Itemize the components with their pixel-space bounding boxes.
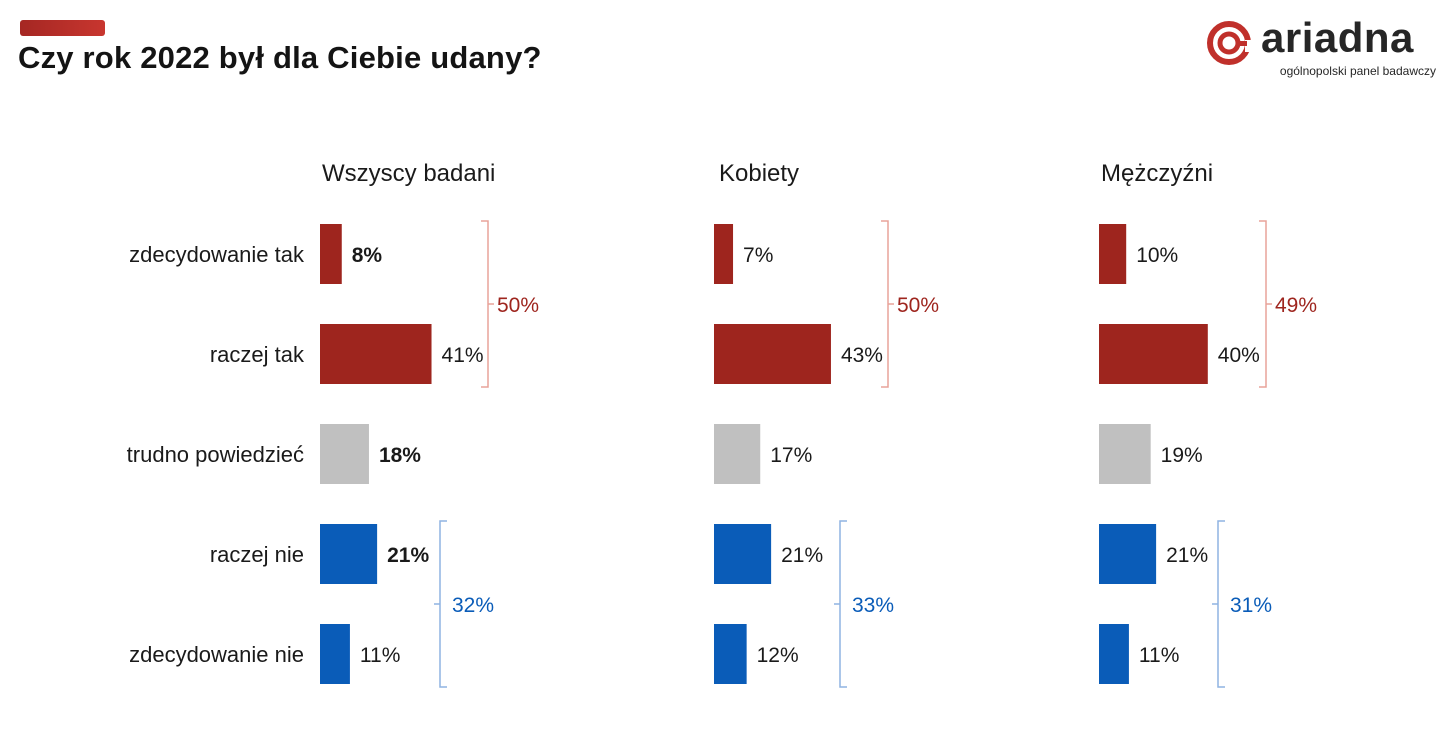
value-label-2-2: 19% (1161, 444, 1203, 467)
category-label-0: zdecydowanie tak (129, 242, 305, 267)
group-bracket-0-1 (434, 520, 447, 688)
group-label-1-1: 33% (852, 594, 894, 617)
panel-title-1: Kobiety (719, 160, 799, 187)
group-label-1-0: 50% (897, 294, 939, 317)
value-label-2-3: 21% (1166, 544, 1208, 567)
group-bracket-2-1 (1212, 520, 1225, 688)
category-label-3: raczej nie (210, 542, 304, 567)
value-label-2-4: 11% (1139, 644, 1179, 667)
bar-1-1 (714, 324, 831, 384)
bar-0-3 (320, 524, 378, 584)
bar-0-0 (320, 224, 342, 284)
bar-1-2 (714, 424, 761, 484)
bar-1-4 (714, 624, 747, 684)
ariadna-logo: ariadna ogólnopolski panel badawczy (1205, 14, 1440, 84)
bar-0-2 (320, 424, 369, 484)
bar-2-3 (1099, 524, 1157, 584)
bar-2-4 (1099, 624, 1129, 684)
bar-0-4 (320, 624, 350, 684)
bar-1-0 (714, 224, 734, 284)
group-label-0-0: 50% (497, 294, 539, 317)
value-label-0-1: 41% (442, 344, 484, 367)
group-bracket-2-0 (1259, 220, 1272, 388)
category-label-1: raczej tak (210, 342, 305, 367)
value-label-0-2: 18% (379, 444, 421, 467)
group-bracket-0-0 (481, 220, 494, 388)
value-label-0-3: 21% (387, 544, 429, 567)
category-label-4: zdecydowanie nie (129, 642, 304, 667)
value-label-0-0: 8% (352, 244, 383, 267)
group-label-2-1: 31% (1230, 594, 1272, 617)
bar-2-2 (1099, 424, 1151, 484)
group-bracket-1-0 (881, 220, 894, 388)
bar-2-0 (1099, 224, 1127, 284)
panel-title-2: Mężczyźni (1101, 160, 1213, 187)
bar-0-1 (320, 324, 432, 384)
value-label-1-1: 43% (841, 344, 883, 367)
group-label-2-0: 49% (1275, 294, 1317, 317)
page-title: Czy rok 2022 był dla Ciebie udany? (18, 40, 542, 75)
value-label-1-2: 17% (770, 444, 812, 467)
panel-title-0: Wszyscy badani (322, 160, 495, 187)
value-label-1-0: 7% (743, 244, 773, 267)
title-accent-bar (20, 20, 105, 36)
category-label-2: trudno powiedzieć (127, 442, 304, 467)
logo-name: ariadna (1261, 14, 1414, 61)
ariadna-logo-mark-icon (1207, 21, 1255, 65)
logo-tagline: ogólnopolski panel badawczy (1279, 64, 1436, 78)
group-bracket-1-1 (834, 520, 847, 688)
group-label-0-1: 32% (452, 594, 494, 617)
value-label-2-1: 40% (1218, 344, 1260, 367)
bar-2-1 (1099, 324, 1208, 384)
value-label-1-4: 12% (757, 644, 799, 667)
value-label-0-4: 11% (360, 644, 400, 667)
bar-1-3 (714, 524, 772, 584)
value-label-1-3: 21% (781, 544, 823, 567)
value-label-2-0: 10% (1136, 244, 1178, 267)
